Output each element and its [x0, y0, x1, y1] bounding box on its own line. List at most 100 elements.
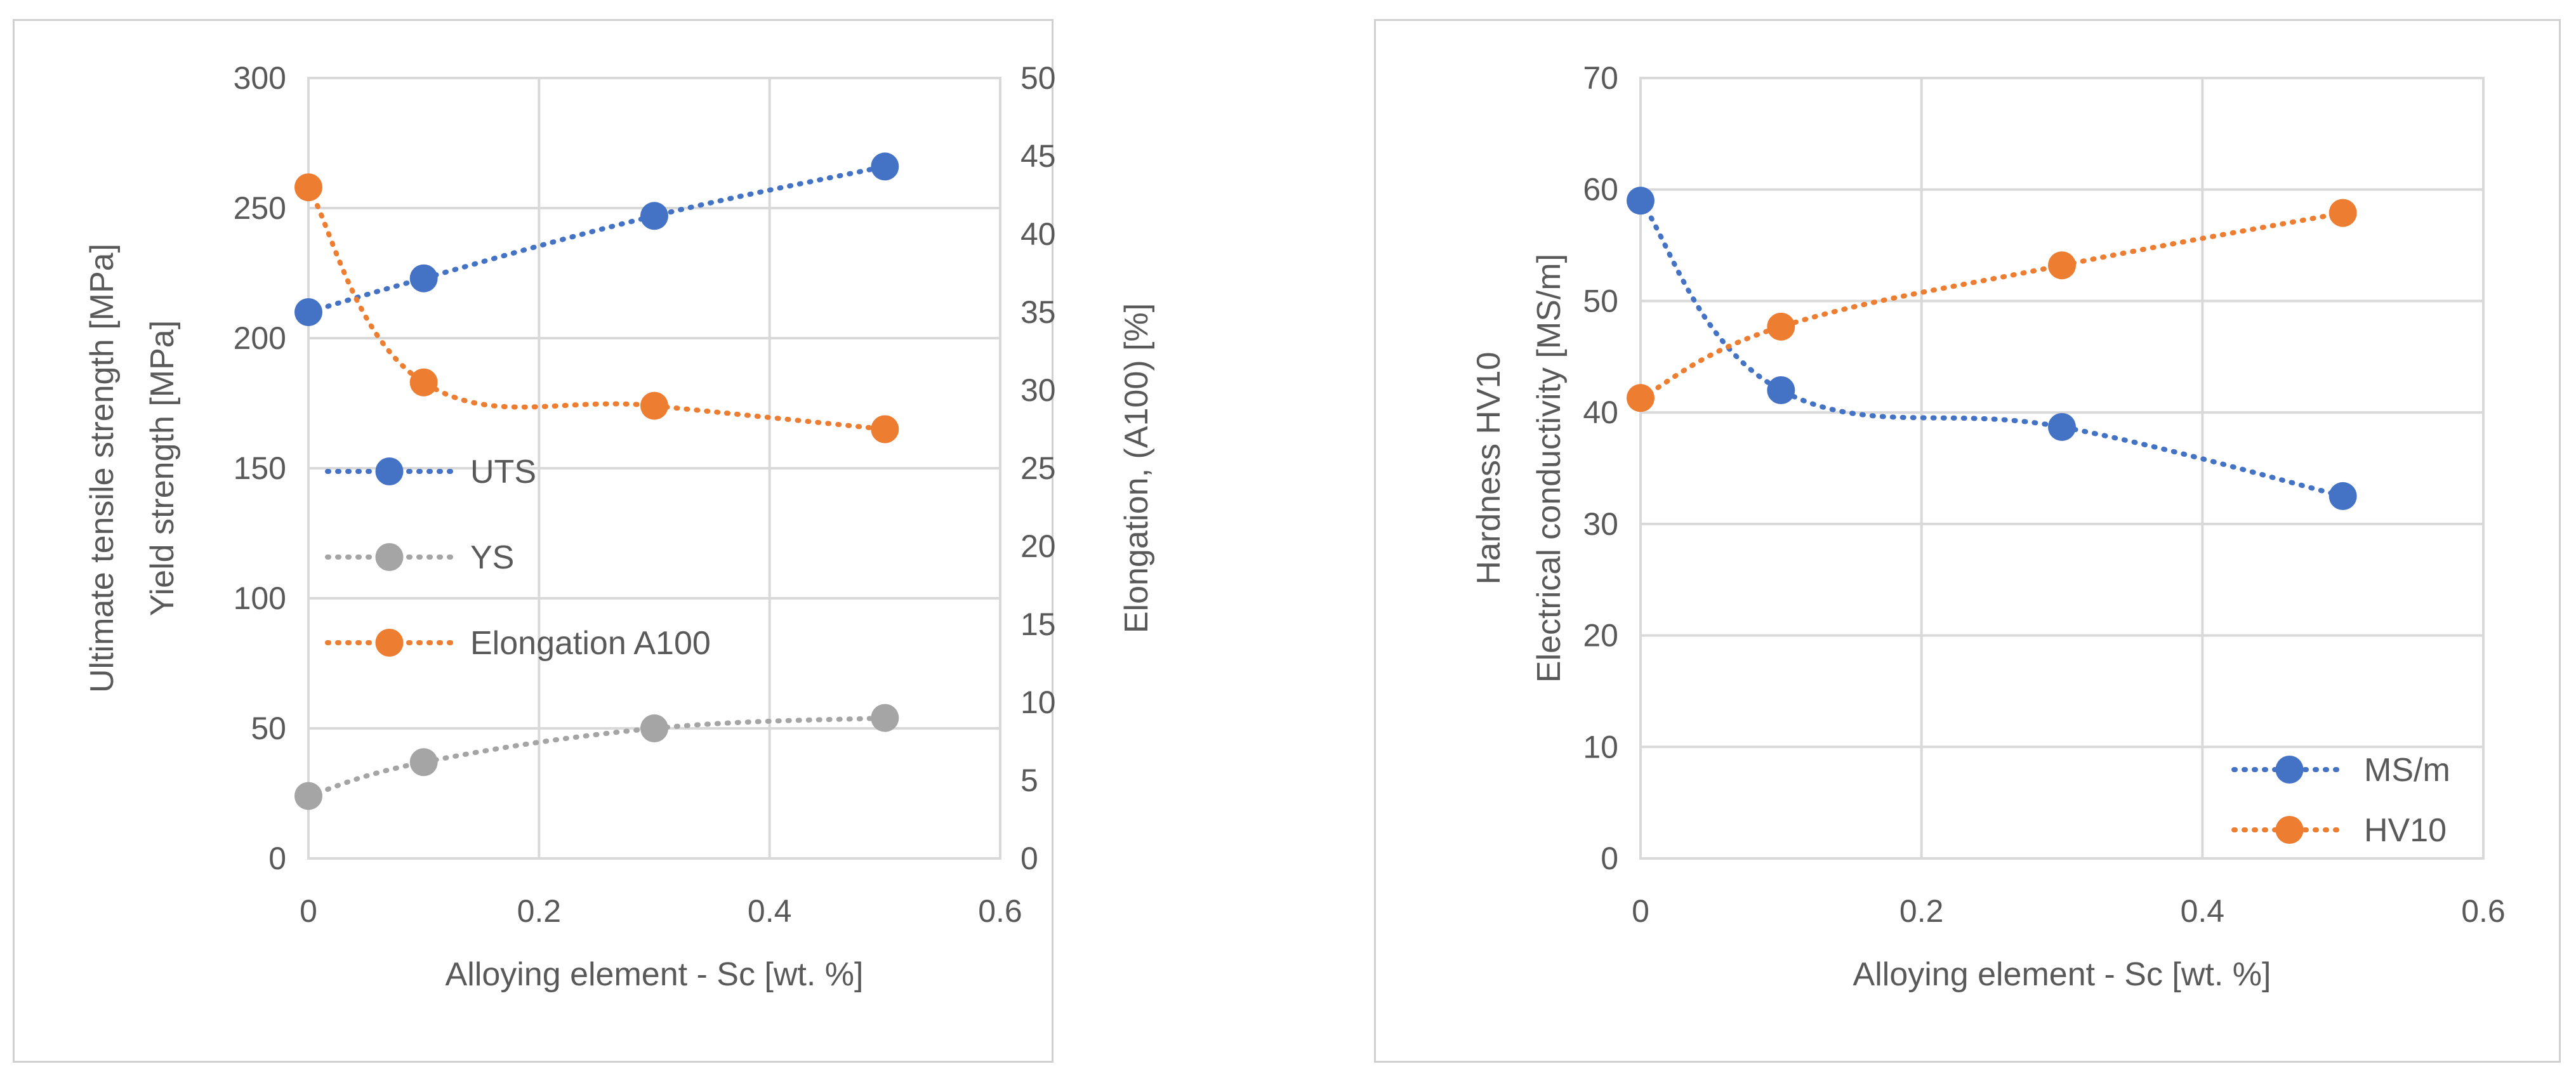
legend-item-ms-m: MS/m — [2231, 752, 2450, 789]
series-ms-m — [1627, 187, 2357, 510]
y-tick-label: 60 — [1583, 172, 1618, 207]
plot-frame — [1639, 77, 2485, 860]
chart-panel-conductivity: 0 10 20 30 40 50 60 70 0 0.2 0.4 0.6 Alloying elemen… — [1374, 19, 2561, 1063]
x-axis-title: Alloying element - Sc [wt. %] — [446, 956, 864, 993]
legend-item-uts: UTS — [325, 454, 536, 490]
data-point-ms-m — [1627, 187, 1655, 215]
y-axis-title-line-1: Hardness HV10 — [1470, 351, 1507, 584]
y-tick-label: 0 — [268, 841, 286, 876]
series-elongation-a100 — [294, 173, 899, 443]
legend-label: YS — [470, 539, 514, 576]
legend-label: Elongation A100 — [470, 625, 711, 662]
data-point-ys — [640, 714, 668, 742]
y-axis-ticks: 0 10 20 30 40 50 60 70 — [1583, 60, 1618, 876]
y-tick-label: 30 — [1583, 506, 1618, 542]
legend-label: HV10 — [2364, 812, 2447, 849]
y-tick-label: 40 — [1583, 395, 1618, 430]
y2-tick-label: 20 — [1020, 529, 1056, 564]
y2-tick-label: 30 — [1020, 372, 1056, 408]
y2-tick-label: 45 — [1020, 138, 1056, 174]
y-tick-label: 0 — [1601, 841, 1618, 876]
data-point-uts — [409, 264, 438, 292]
y2-axis-ticks: 0 5 10 15 20 25 30 35 40 45 50 — [1020, 60, 1056, 876]
y-tick-label: 20 — [1583, 618, 1618, 653]
data-point-ys — [409, 748, 438, 777]
conductivity-hardness-chart: 0 10 20 30 40 50 60 70 0 0.2 0.4 0.6 Alloying elemen… — [1470, 60, 2506, 993]
series-line-ys — [306, 715, 888, 799]
y2-tick-label: 10 — [1020, 685, 1056, 720]
x-tick-label: 0.2 — [1899, 893, 1944, 929]
data-point-ms-m — [1767, 376, 1795, 404]
x-tick-label: 0 — [1632, 893, 1649, 929]
legend-label: UTS — [470, 454, 536, 490]
y-tick-label: 70 — [1583, 60, 1618, 96]
data-point-uts — [640, 202, 668, 230]
series-line-uts — [306, 164, 888, 315]
series-line-elongation-a100 — [306, 185, 888, 432]
legend-marker — [375, 543, 404, 571]
y2-tick-label: 5 — [1020, 763, 1038, 798]
data-point-uts — [871, 152, 899, 181]
data-point-ms-m — [2048, 412, 2076, 441]
x-tick-label: 0.6 — [2461, 893, 2506, 929]
data-point-uts — [294, 298, 322, 326]
y-tick-label: 50 — [251, 711, 286, 746]
x-axis-title: Alloying element - Sc [wt. %] — [1853, 956, 2271, 993]
x-axis-ticks: 0 0.2 0.4 0.6 — [300, 893, 1022, 929]
y2-tick-label: 40 — [1020, 216, 1056, 252]
data-point-hv10 — [1627, 384, 1655, 412]
data-point-ys — [871, 704, 899, 732]
series-line-ms-m — [1638, 198, 2346, 499]
legend-marker — [375, 629, 404, 657]
legend-item-elongation-a100: Elongation A100 — [325, 625, 711, 662]
gridlines — [1639, 77, 2485, 860]
legend: MS/m HV10 — [2231, 752, 2450, 849]
y2-tick-label: 35 — [1020, 294, 1056, 330]
x-tick-label: 0.2 — [517, 893, 562, 929]
legend-item-ys: YS — [325, 539, 514, 576]
x-axis-ticks: 0 0.2 0.4 0.6 — [1632, 893, 2506, 929]
data-point-hv10 — [1767, 312, 1795, 341]
series-line-hv10 — [1638, 210, 2346, 401]
data-point-elongation-a100 — [640, 391, 668, 420]
x-tick-label: 0 — [300, 893, 317, 929]
y-axis-title-line-2: Yield strength [MPa] — [144, 320, 181, 616]
series-ys — [294, 704, 899, 810]
y-axis-ticks: 0 50 100 150 200 250 300 — [234, 60, 286, 876]
y-axis-title-line-1: Ultimate tensile strength [MPa] — [84, 244, 121, 693]
data-point-elongation-a100 — [871, 415, 899, 443]
data-point-ys — [294, 782, 322, 810]
data-point-elongation-a100 — [294, 173, 322, 202]
data-point-ms-m — [2328, 482, 2357, 510]
chart-panel-strength: 0 50 100 150 200 250 300 0 5 10 15 20 25 30 35 40 45 50 0 0… — [13, 19, 1155, 1063]
y2-tick-label: 0 — [1020, 841, 1038, 876]
legend-label: MS/m — [2364, 752, 2450, 789]
y-tick-label: 250 — [234, 190, 286, 226]
y2-tick-label: 25 — [1020, 450, 1056, 486]
plot-frame — [307, 77, 1001, 860]
legend-marker — [2275, 816, 2304, 844]
data-point-hv10 — [2048, 251, 2076, 280]
y2-tick-label: 15 — [1020, 607, 1056, 642]
x-tick-label: 0.4 — [2181, 893, 2225, 929]
legend-marker — [2275, 756, 2304, 784]
y-tick-label: 200 — [234, 320, 286, 356]
y-tick-label: 10 — [1583, 729, 1618, 765]
series-hv10 — [1627, 199, 2357, 412]
y-axis-title-line-2: Electrical conductivity [MS/m] — [1531, 254, 1568, 683]
series-uts — [294, 152, 899, 326]
y2-tick-label: 50 — [1020, 60, 1056, 96]
y-tick-label: 50 — [1583, 283, 1618, 318]
legend-item-hv10: HV10 — [2231, 812, 2447, 849]
y2-axis-title: Elongation, (A100) [%] — [1118, 303, 1155, 633]
x-tick-label: 0.4 — [748, 893, 792, 929]
y-tick-label: 300 — [234, 60, 286, 96]
data-point-hv10 — [2328, 199, 2357, 227]
legend-marker — [375, 457, 404, 485]
legend: UTS YS Elongation A100 — [325, 454, 711, 662]
data-point-elongation-a100 — [409, 368, 438, 397]
y-tick-label: 100 — [234, 581, 286, 616]
x-tick-label: 0.6 — [978, 893, 1022, 929]
y-tick-label: 150 — [234, 450, 286, 486]
